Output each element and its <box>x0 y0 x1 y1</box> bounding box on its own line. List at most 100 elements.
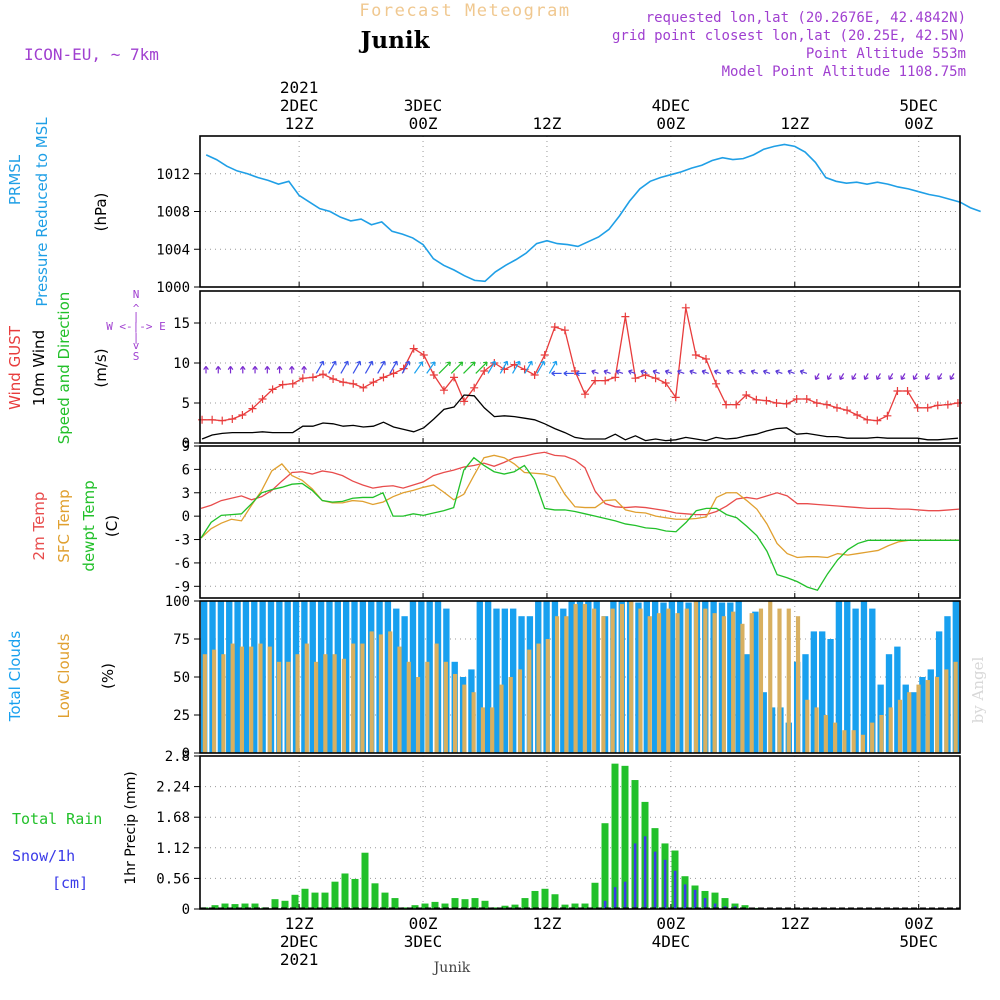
wind-arrow-head <box>491 360 497 366</box>
wind-arrow-head <box>264 366 271 370</box>
low-cloud-bar <box>471 692 476 753</box>
wind-arrow <box>864 373 869 380</box>
low-cloud-bar <box>415 677 421 753</box>
low-cloud-bar <box>897 699 903 753</box>
low-cloud-bar <box>573 604 578 753</box>
wind-arrow <box>726 370 734 374</box>
rain-bar <box>431 901 439 909</box>
rain-bar <box>451 898 459 909</box>
wind-arrow-head <box>393 360 398 366</box>
wind-arrow-head <box>301 366 307 370</box>
gust-marker <box>540 351 549 359</box>
wind-arrow-head <box>912 375 918 381</box>
wind-arrow-head <box>405 360 411 366</box>
ytick-label-2-3: 0 <box>182 509 190 525</box>
wind-arrow-head <box>563 370 568 377</box>
wind-arrow-head <box>368 360 374 366</box>
gust-marker <box>258 395 267 403</box>
total-cloud-bar <box>743 654 751 753</box>
low-cloud-bar <box>601 616 606 753</box>
wind-arrow <box>900 373 906 380</box>
low-cloud-bar <box>870 722 875 753</box>
gust-marker <box>570 367 579 375</box>
wind-arrow <box>463 361 476 374</box>
wind-10m-label: 10m Wind <box>30 330 48 406</box>
wind-arrow-head <box>470 361 476 367</box>
wind-line <box>201 394 958 442</box>
low-cloud-bar <box>230 643 235 753</box>
total-cloud-bar <box>326 601 333 753</box>
gust-marker <box>722 400 731 409</box>
gust-marker <box>933 401 942 410</box>
total-cloud-bar <box>810 631 818 753</box>
gust-marker <box>832 403 841 412</box>
low-cloud-bar <box>675 613 680 753</box>
low-cloud-bar <box>740 623 745 753</box>
total-cloud-bar <box>334 601 341 753</box>
wind-arrow <box>701 370 709 374</box>
wind-arrow <box>591 370 599 374</box>
rain-bar <box>611 763 619 909</box>
ytick-label-1-0: 0 <box>182 436 190 452</box>
top-time-label-0-2: 12Z <box>285 114 314 133</box>
compass-bar: | <box>133 310 140 323</box>
rain-bar <box>241 903 249 909</box>
wind-arrow-head <box>787 369 793 375</box>
panel-frame-3 <box>199 600 961 754</box>
low-cloud-bar <box>314 661 319 753</box>
ytick-label-0-3: 1012 <box>156 167 190 183</box>
wind-arrow-head <box>331 360 337 366</box>
top-time-label-0-1: 2DEC <box>280 96 319 115</box>
gust-marker <box>661 379 670 387</box>
wind-arrow-head <box>515 360 521 366</box>
wind-arrow-head <box>276 366 283 370</box>
total-cloud-bar <box>259 601 266 753</box>
compass-bar2: | <box>133 331 140 344</box>
gust-marker <box>712 379 721 388</box>
gust-marker <box>308 373 317 382</box>
wind-arrow <box>499 360 508 374</box>
low-cloud-bar <box>814 707 819 753</box>
low-cloud-bar <box>749 613 754 753</box>
gust-marker <box>822 400 831 409</box>
pressure-unit-label: (hPa) <box>92 193 110 232</box>
snow-bar <box>673 870 677 909</box>
low-cloud-bar <box>860 734 865 753</box>
gust-marker <box>611 373 620 382</box>
bottom-time-label-1-1: 3DEC <box>404 932 443 951</box>
wind-arrow <box>487 360 496 374</box>
ytick-label-3-0: 0 <box>182 746 190 762</box>
rain-bar <box>621 765 629 909</box>
total-cloud-bar <box>251 601 258 753</box>
temp-2m-line <box>200 451 960 516</box>
wind-arrow-head <box>603 369 609 375</box>
total-cloud-bar <box>677 601 684 753</box>
gust-marker <box>863 415 872 424</box>
wind-arrow-head <box>851 375 857 381</box>
total-cloud-bar <box>342 601 350 753</box>
temp-unit-label: (C) <box>103 515 121 537</box>
low-cloud-bar <box>712 613 717 753</box>
low-cloud-bar <box>508 677 513 753</box>
gust-marker <box>238 411 247 419</box>
snow-bar <box>653 851 657 909</box>
gust-marker <box>701 355 710 363</box>
ytick-label-4-5: 2.8 <box>165 749 190 765</box>
bottom-time-label-5-0: 00Z <box>904 914 933 933</box>
bottom-time-label-5-1: 5DEC <box>899 932 938 951</box>
gust-marker <box>248 404 257 413</box>
pressure-label-long: Pressure Reduced to MSL <box>33 117 51 307</box>
gust-marker <box>329 375 338 383</box>
wind-arrow-head <box>713 369 719 375</box>
low-cloud-bar <box>351 643 356 753</box>
wind-arrow <box>536 360 545 374</box>
rain-bar <box>411 905 419 909</box>
wind-arrow-head <box>458 361 464 367</box>
gust-marker <box>480 367 489 375</box>
ytick-label-0-1: 1004 <box>156 242 190 258</box>
footer-location: Junik <box>432 960 471 976</box>
wind-arrow-head <box>937 375 943 381</box>
total-cloud-bar <box>418 601 425 753</box>
low-cloud-bar <box>768 601 773 753</box>
